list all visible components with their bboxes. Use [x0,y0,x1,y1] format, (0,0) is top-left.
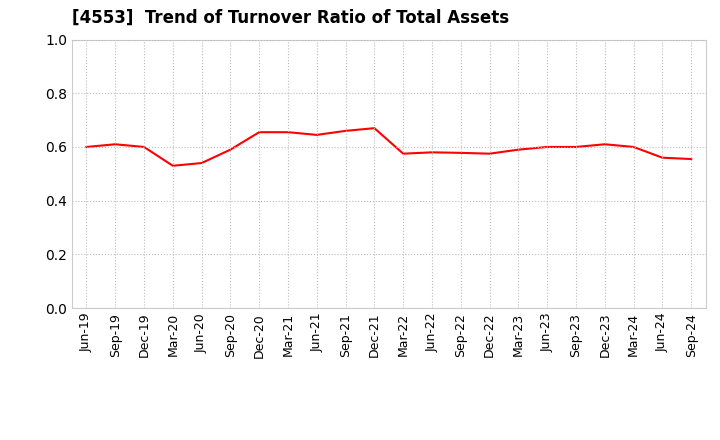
Text: [4553]  Trend of Turnover Ratio of Total Assets: [4553] Trend of Turnover Ratio of Total … [72,8,509,26]
